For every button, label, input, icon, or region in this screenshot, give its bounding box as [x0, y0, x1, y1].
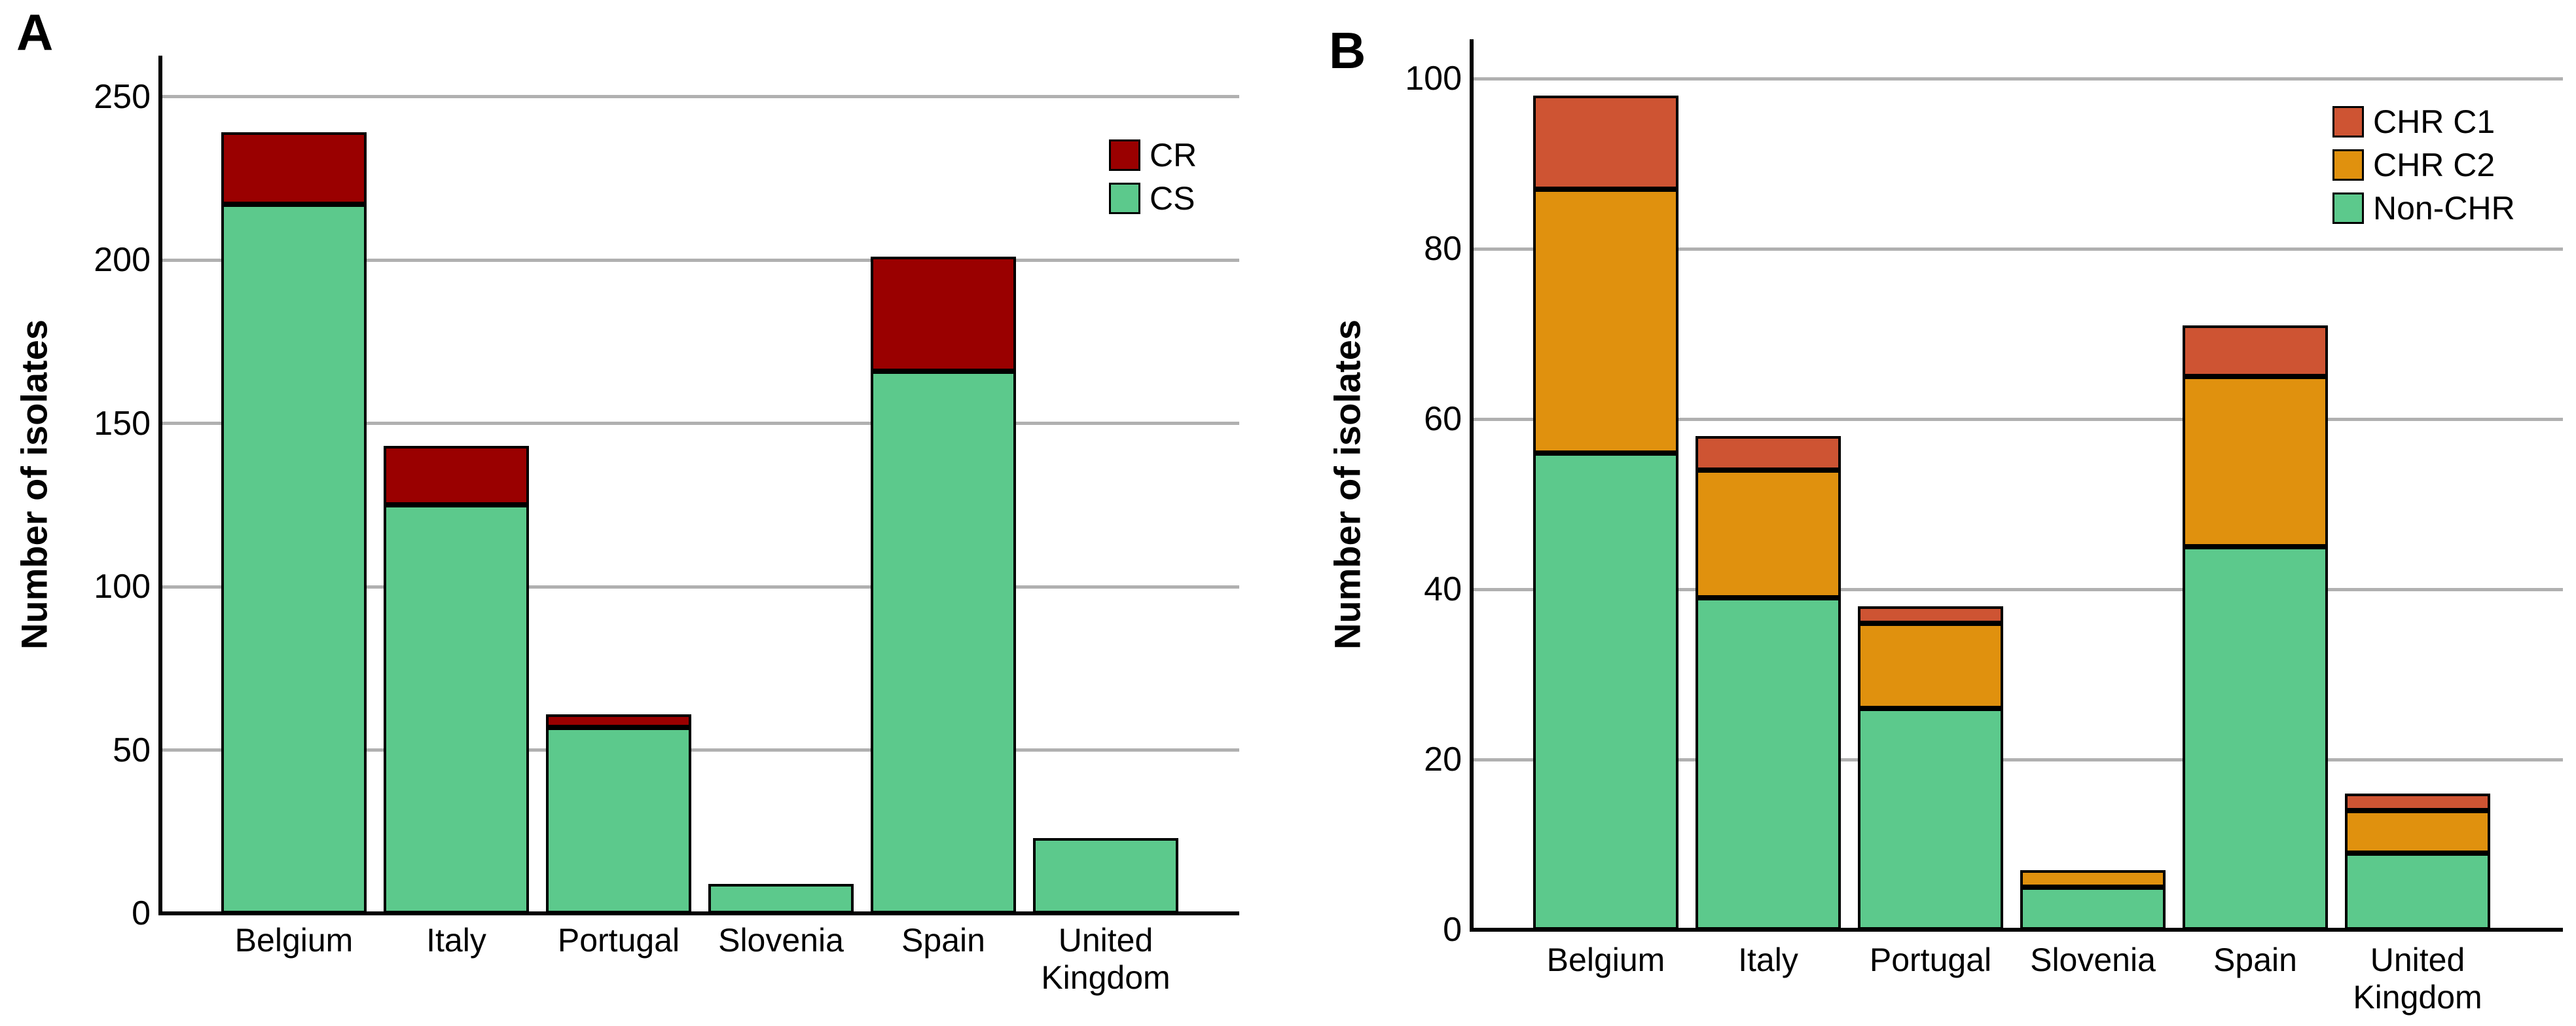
legend-label: CHR C1 [2373, 103, 2495, 140]
y-tick-label: 60 [1424, 400, 1462, 438]
bar-segment-non-chr [1533, 453, 1678, 930]
bar-segment-cs [546, 727, 691, 913]
y-tick-label: 250 [94, 77, 151, 116]
gridline [160, 748, 1239, 752]
bar-segment-non-chr [1858, 708, 2003, 930]
bar-segment-chr-c2 [1696, 470, 1841, 598]
bar-segment-chr-c1 [1533, 96, 1678, 189]
gridline [160, 258, 1239, 262]
bar-segment-chr-c1 [2183, 325, 2328, 376]
x-tick-label: Italy [1738, 942, 1798, 978]
bar-segment-cr [384, 446, 529, 505]
x-axis-line [1470, 928, 2563, 932]
bar-segment-non-chr [1696, 598, 1841, 930]
legend-label: CS [1150, 180, 1195, 217]
gridline [1472, 758, 2563, 761]
gridline [1472, 247, 2563, 251]
y-tick-label: 80 [1424, 230, 1462, 268]
x-tick-label: Belgium [1546, 942, 1665, 978]
legend-swatch-chr-c2 [2332, 149, 2364, 181]
x-tick-label: Slovenia [718, 922, 844, 959]
bar-segment-chr-c2 [2020, 870, 2166, 887]
legend-label: Non-CHR [2373, 190, 2515, 227]
y-axis-line [1470, 39, 1474, 932]
x-tick-label: Italy [426, 922, 486, 959]
bar-segment-chr-c2 [2345, 811, 2490, 853]
bar-segment-cr [221, 132, 367, 205]
bar-segment-chr-c1 [2345, 794, 2490, 811]
gridline [1472, 77, 2563, 81]
panel-letter: B [1329, 22, 1366, 79]
bar-segment-chr-c1 [1696, 436, 1841, 470]
gridline [160, 95, 1239, 98]
bar-segment-chr-c2 [2183, 376, 2328, 547]
y-tick-label: 150 [94, 404, 151, 443]
legend-label: CHR C2 [2373, 147, 2495, 183]
y-tick-label: 0 [1443, 911, 1462, 949]
y-tick-label: 40 [1424, 570, 1462, 608]
bar-segment-cs [384, 505, 529, 913]
legend-swatch-non-chr [2332, 192, 2364, 224]
x-tick-label: United Kingdom [2353, 942, 2482, 1016]
bar-segment-chr-c1 [1858, 606, 2003, 623]
x-tick-label: Portugal [1869, 942, 1992, 978]
legend-swatch-cs [1109, 183, 1140, 214]
bar-segment-cr [546, 714, 691, 727]
bar-segment-non-chr [2345, 853, 2490, 930]
gridline [160, 585, 1239, 589]
y-axis-line [158, 56, 162, 915]
bar-segment-chr-c2 [1533, 189, 1678, 453]
gridline [160, 422, 1239, 425]
y-tick-label: 50 [113, 731, 151, 769]
x-tick-label: Spain [2213, 942, 2297, 978]
y-tick-label: 20 [1424, 741, 1462, 779]
legend-swatch-cr [1109, 139, 1140, 171]
panel-letter: A [16, 3, 54, 61]
y-tick-label: 0 [132, 894, 151, 932]
bar-segment-chr-c2 [1858, 623, 2003, 708]
bar-segment-non-chr [2020, 887, 2166, 930]
x-tick-label: United Kingdom [1041, 922, 1170, 996]
bar-segment-non-chr [2183, 547, 2328, 930]
gridline [1472, 587, 2563, 591]
legend-label: CR [1150, 137, 1197, 174]
bar-segment-cs [221, 204, 367, 913]
bar-segment-cs [871, 371, 1016, 913]
x-tick-label: Slovenia [2030, 942, 2156, 978]
x-tick-label: Belgium [234, 922, 354, 959]
y-tick-label: 100 [1405, 60, 1462, 98]
legend-swatch-chr-c1 [2332, 106, 2364, 137]
x-tick-label: Spain [901, 922, 985, 959]
gridline [1472, 417, 2563, 421]
bar-segment-cr [871, 257, 1016, 371]
y-tick-label: 100 [94, 568, 151, 606]
x-tick-label: Portugal [557, 922, 680, 959]
y-tick-label: 200 [94, 241, 151, 279]
x-axis-line [158, 911, 1239, 915]
